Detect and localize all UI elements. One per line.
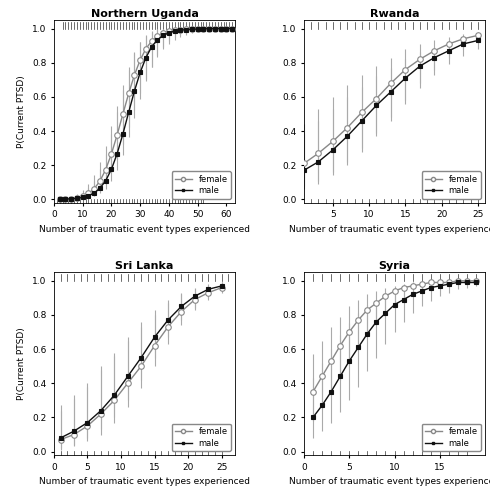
- X-axis label: Number of traumatic event types experienced: Number of traumatic event types experien…: [39, 477, 250, 486]
- Legend: female, male: female, male: [172, 172, 231, 198]
- X-axis label: Number of traumatic event types experienced: Number of traumatic event types experien…: [289, 477, 490, 486]
- X-axis label: Number of traumatic event types experienced: Number of traumatic event types experien…: [289, 225, 490, 234]
- Title: Rwanda: Rwanda: [370, 9, 419, 19]
- Legend: female, male: female, male: [172, 424, 231, 451]
- Title: Sri Lanka: Sri Lanka: [115, 262, 173, 272]
- X-axis label: Number of traumatic event types experienced: Number of traumatic event types experien…: [39, 225, 250, 234]
- Legend: female, male: female, male: [422, 172, 481, 198]
- Title: Syria: Syria: [378, 262, 411, 272]
- Title: Northern Uganda: Northern Uganda: [91, 9, 198, 19]
- Legend: female, male: female, male: [422, 424, 481, 451]
- Y-axis label: P(Current PTSD): P(Current PTSD): [17, 75, 26, 148]
- Y-axis label: P(Current PTSD): P(Current PTSD): [17, 327, 26, 400]
